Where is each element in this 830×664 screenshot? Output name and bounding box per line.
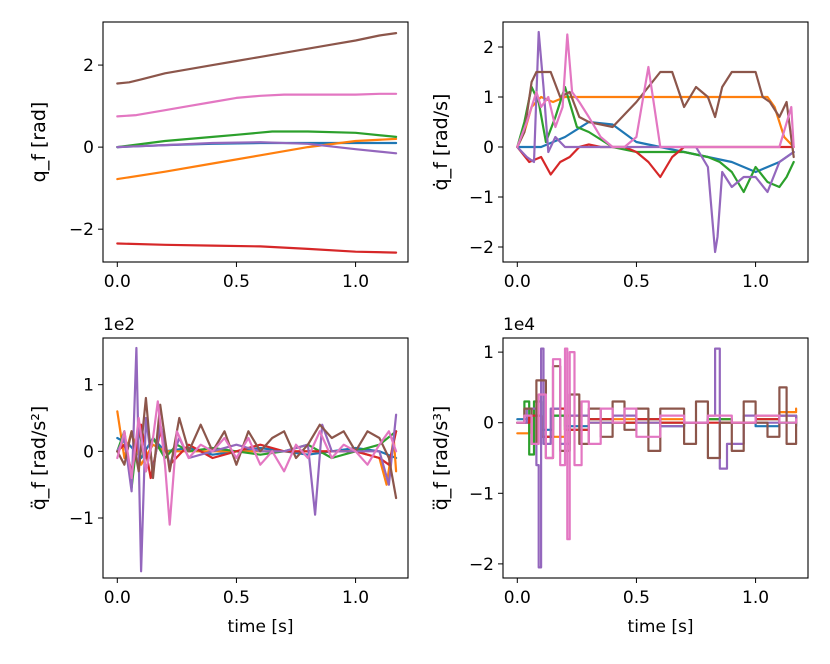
y-tick-label: 2 [483, 38, 494, 58]
series-line-2 [116, 137, 398, 181]
subplot-3: 0.0 0.5 1.0 −1 0 1 1e2 q̈_f [rad/s²] time [s] [28, 315, 409, 637]
series-line-5 [116, 346, 398, 573]
y-tick-label: 0 [483, 414, 494, 434]
x-tick-label: 1.0 [742, 588, 769, 608]
axes-frame [102, 337, 409, 579]
y-axis-label: q̈_f [rad/s²] [28, 406, 50, 511]
series-line-6 [516, 70, 795, 159]
subplot-2: 0.0 0.5 1.0 −2 −1 0 1 2 q̇_f [rad/s] [430, 21, 809, 292]
x-tick-label: 0.5 [223, 588, 250, 608]
series-line-7 [516, 33, 795, 149]
y-tick-label: −1 [469, 484, 494, 504]
subplot-1: 0.0 0.5 1.0 −2 0 2 q_f [rad] [28, 21, 409, 292]
x-tick-label: 0.5 [623, 272, 650, 292]
x-tick-label: 1.0 [342, 588, 369, 608]
series-line-5 [116, 141, 398, 155]
y-tick-label: −1 [469, 188, 494, 208]
x-tick-label: 1.0 [742, 272, 769, 292]
y-tick-label: 0 [83, 138, 94, 158]
series-line-7 [516, 347, 798, 541]
y-tick-label: 1 [483, 88, 494, 108]
series-group [116, 346, 398, 573]
x-tick-label: 1.0 [342, 272, 369, 292]
y-axis-label: q_f [rad] [28, 102, 50, 183]
offset-text: 1e4 [503, 315, 535, 335]
x-axis-label: time [s] [628, 617, 694, 637]
series-line-6 [116, 31, 398, 85]
y-tick-label: −1 [69, 509, 94, 529]
axes-frame [502, 337, 809, 579]
x-tick-label: 0.0 [104, 588, 131, 608]
y-tick-label: −2 [69, 220, 94, 240]
y-tick-label: −2 [469, 238, 494, 258]
y-axis-label: q̇_f [rad/s] [430, 94, 452, 191]
series-line-7 [116, 92, 398, 118]
axes-frame [502, 21, 809, 263]
series-line-7 [116, 400, 398, 526]
series-line-4 [116, 242, 398, 254]
x-tick-label: 0.5 [223, 272, 250, 292]
series-line-3 [116, 130, 398, 149]
subplot-4: 0.0 0.5 1.0 −2 −1 0 1 1e4 q⃛_f [rad/s³] time [s] [430, 315, 809, 637]
x-tick-label: 0.5 [623, 588, 650, 608]
y-tick-label: 1 [483, 343, 494, 363]
series-group [116, 31, 398, 254]
series-line-4 [116, 423, 398, 480]
x-axis-label: time [s] [228, 617, 294, 637]
x-tick-label: 0.0 [104, 272, 131, 292]
axes-frame [102, 21, 409, 263]
x-tick-label: 0.0 [504, 272, 531, 292]
offset-text: 1e2 [103, 315, 135, 335]
series-line-5 [516, 30, 795, 254]
y-axis-label: q⃛_f [rad/s³] [430, 406, 452, 511]
series-group [516, 30, 795, 254]
y-tick-label: −2 [469, 555, 494, 575]
series-line-3 [516, 85, 795, 194]
y-tick-label: 1 [83, 376, 94, 396]
y-tick-label: 0 [83, 442, 94, 462]
y-tick-label: 2 [83, 56, 94, 76]
x-tick-label: 0.0 [504, 588, 531, 608]
series-group [516, 347, 798, 569]
y-tick-label: 0 [483, 138, 494, 158]
